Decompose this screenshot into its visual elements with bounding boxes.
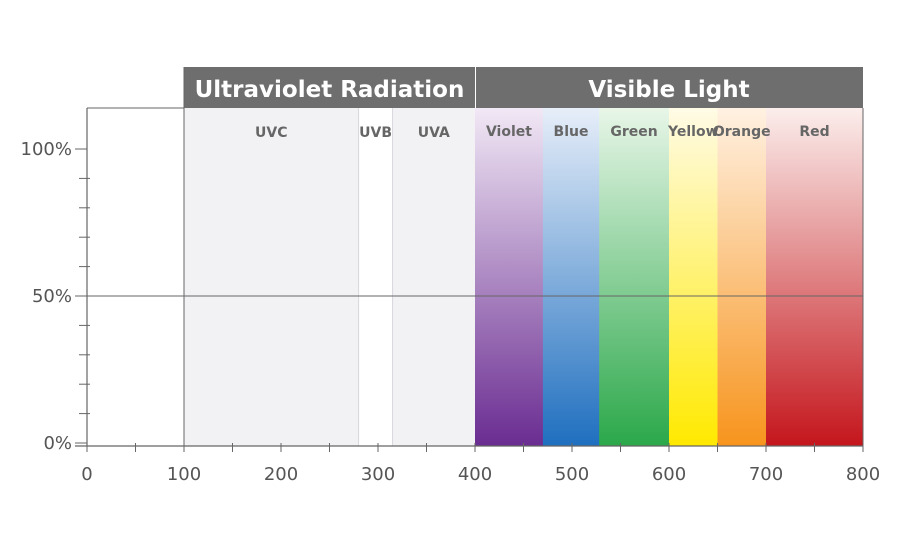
uv-band-label-uvc: UVC	[255, 125, 287, 141]
visible-band-label-green: Green	[610, 124, 657, 140]
x-tick-label-400: 400	[458, 464, 492, 485]
y-tick-label-100: 100%	[21, 139, 72, 160]
visible-band-label-orange: Orange	[713, 124, 771, 140]
y-tick-label-50: 50%	[32, 286, 72, 307]
visible-band-green	[599, 108, 670, 446]
x-tick-label-200: 200	[264, 464, 298, 485]
uv-band-uvc	[184, 108, 359, 446]
uv-band-label-uva: UVA	[418, 125, 450, 141]
header-1	[476, 67, 863, 108]
visible-band-label-red: Red	[799, 124, 829, 140]
visible-band-label-yellow: Yellow	[667, 124, 719, 140]
x-tick-label-800: 800	[846, 464, 880, 485]
tick-labels: 0% 50% 100% 0 100 200 300 400 500 600 700 800	[21, 139, 881, 485]
visible-band-label-blue: Blue	[554, 124, 589, 140]
header-0	[184, 67, 475, 108]
uv-band-uva	[392, 108, 475, 446]
spectrum-bands	[184, 108, 864, 446]
x-tick-label-500: 500	[555, 464, 589, 485]
y-tick-label-0: 0%	[43, 433, 72, 454]
visible-band-blue	[542, 108, 600, 446]
visible-band-label-violet: Violet	[486, 124, 532, 140]
x-tick-label-0: 0	[81, 464, 92, 485]
x-tick-label-100: 100	[167, 464, 201, 485]
uv-band-uvb	[358, 108, 393, 446]
x-tick-label-600: 600	[652, 464, 686, 485]
header-label-0: Ultraviolet Radiation	[195, 77, 465, 103]
region-headers: Ultraviolet Radiation Visible Light	[184, 67, 863, 108]
visible-band-orange	[717, 108, 767, 446]
header-label-1: Visible Light	[588, 77, 749, 103]
x-tick-label-700: 700	[749, 464, 783, 485]
axes	[75, 67, 864, 452]
uv-band-label-uvb: UVB	[359, 125, 392, 141]
visible-band-yellow	[669, 108, 718, 446]
visible-band-violet	[475, 108, 544, 446]
visible-band-red	[766, 108, 864, 446]
x-tick-label-300: 300	[361, 464, 395, 485]
